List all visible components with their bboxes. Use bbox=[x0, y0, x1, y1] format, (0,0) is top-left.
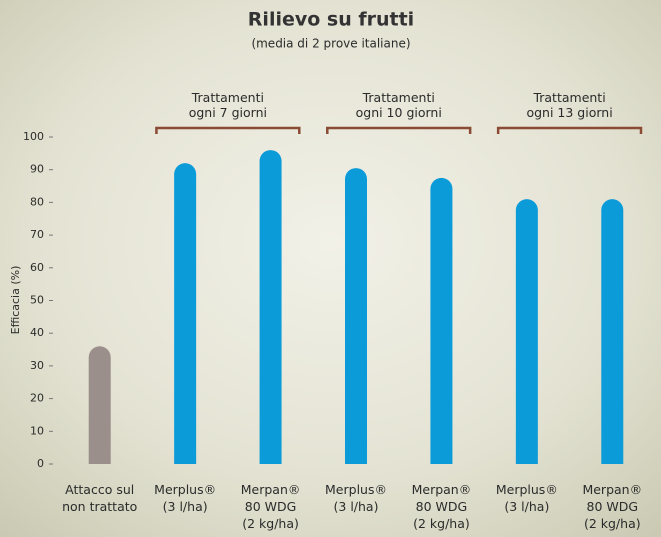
y-tick-label: 50 bbox=[30, 294, 44, 307]
chart-subtitle: (media di 2 prove italiane) bbox=[251, 37, 410, 51]
bar bbox=[601, 199, 624, 464]
y-tick-label: 20 bbox=[30, 392, 44, 405]
x-tick-label: Merpan® 80 WDG (2 kg/ha) bbox=[412, 482, 472, 531]
bar bbox=[345, 168, 367, 464]
y-tick-label: 80 bbox=[30, 195, 44, 208]
y-tick-label: 90 bbox=[30, 163, 44, 176]
group-bracket bbox=[326, 126, 472, 134]
x-tick-label: Merpan® 80 WDG (2 kg/ha) bbox=[241, 482, 301, 531]
x-tick-label: Attacco sul non trattato bbox=[62, 482, 137, 514]
group-bracket bbox=[496, 126, 643, 134]
bar bbox=[259, 150, 282, 464]
y-tick-label: 30 bbox=[30, 359, 44, 372]
bar bbox=[515, 199, 538, 464]
y-tick-label: 100 bbox=[23, 130, 44, 143]
chart-title: Rilievo su frutti bbox=[248, 9, 414, 31]
y-tick-label: 40 bbox=[30, 326, 44, 339]
group-label: Trattamenti ogni 13 giorni bbox=[526, 90, 612, 120]
y-tick-label: 60 bbox=[30, 261, 44, 274]
x-tick-label: Merplus® (3 l/ha) bbox=[325, 482, 387, 514]
y-tick-label: 70 bbox=[30, 228, 44, 241]
y-tick-label: 0 bbox=[37, 457, 44, 470]
group-bracket bbox=[155, 126, 301, 134]
x-tick-label: Merplus® (3 l/ha) bbox=[496, 482, 558, 514]
bar bbox=[88, 346, 111, 464]
x-tick-label: Merpan® 80 WDG (2 kg/ha) bbox=[582, 482, 642, 531]
group-label: Trattamenti ogni 10 giorni bbox=[356, 90, 442, 120]
x-tick-label: Merplus® (3 l/ha) bbox=[154, 482, 216, 514]
y-axis-label: Efficacia (%) bbox=[9, 266, 22, 335]
bar bbox=[430, 177, 453, 465]
group-label: Trattamenti ogni 7 giorni bbox=[189, 90, 267, 120]
bar bbox=[174, 163, 197, 464]
y-tick-label: 10 bbox=[30, 424, 44, 437]
